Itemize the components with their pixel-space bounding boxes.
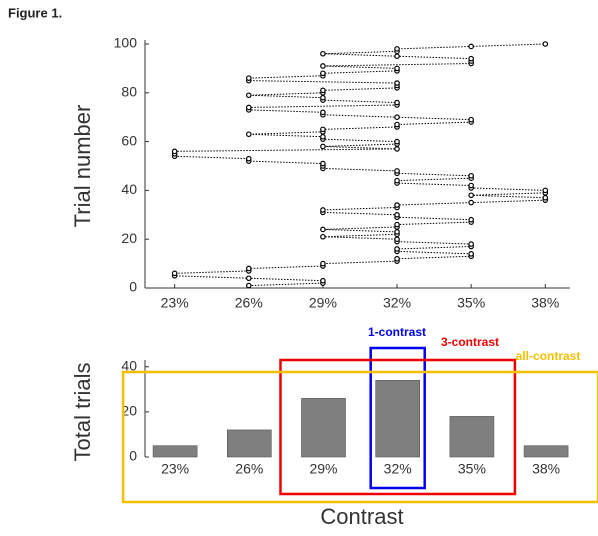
trial-point: [245, 104, 252, 111]
trial-point: [394, 168, 400, 174]
trial-point: [394, 138, 400, 145]
trial-point: [394, 229, 400, 235]
trial-point: [542, 194, 549, 201]
bar: [152, 445, 198, 458]
trial-point: [468, 192, 474, 199]
trial-point: [245, 282, 252, 289]
bar: [375, 380, 421, 458]
y-tick-label: 100: [114, 35, 138, 51]
trial-point: [320, 63, 326, 69]
trial-point: [394, 221, 400, 228]
x-tick-label: 29%: [309, 295, 337, 311]
trial-point: [245, 155, 252, 162]
trial-point: [320, 109, 326, 116]
trial-point: [245, 265, 252, 272]
y-tick-label: 20: [121, 230, 137, 246]
trial-point: [171, 270, 178, 277]
trial-point: [468, 216, 474, 223]
trial-point: [394, 177, 400, 184]
x-tick-label: 35%: [458, 461, 486, 477]
trial-point: [394, 146, 400, 152]
group-label: 1-contrast: [368, 325, 426, 339]
trial-point: [468, 251, 474, 257]
bar: [523, 445, 569, 458]
trial-point: [245, 275, 252, 282]
x-tick-label: 29%: [309, 461, 337, 477]
trial-point: [171, 148, 178, 155]
x-tick-label: 35%: [457, 295, 485, 311]
bar: [227, 429, 272, 458]
y-tick-label: 40: [121, 357, 137, 373]
trial-point: [542, 187, 549, 194]
trial-point: [394, 121, 400, 128]
group-label: all-contrast: [516, 349, 581, 363]
x-axis-label: Contrast: [320, 504, 403, 529]
trial-line: [174, 43, 546, 287]
trial-point: [394, 255, 400, 262]
trial-point: [394, 246, 400, 252]
trial-point: [394, 236, 400, 243]
group-box: [369, 346, 426, 490]
trial-point: [320, 260, 326, 267]
y-tick-label: 60: [121, 132, 137, 148]
trial-point: [320, 233, 326, 240]
trial-point: [468, 182, 474, 189]
trial-point: [468, 116, 474, 123]
trial-point: [320, 94, 326, 101]
trial-point: [468, 241, 474, 247]
trial-point: [394, 202, 400, 208]
trial-point: [320, 160, 326, 167]
y-tick-label: 0: [129, 448, 137, 464]
x-tick-label: 26%: [235, 295, 263, 311]
group-label: 3-contrast: [441, 335, 499, 349]
trial-point: [542, 41, 549, 47]
trial-point: [245, 75, 252, 81]
trial-point: [245, 131, 252, 138]
trial-point: [468, 199, 474, 206]
x-tick-label: 32%: [384, 461, 412, 477]
y-axis-label: Total trials: [70, 362, 95, 461]
y-tick-label: 0: [129, 279, 137, 295]
trial-point: [394, 80, 400, 86]
bar: [301, 398, 346, 458]
trial-point: [468, 172, 474, 179]
x-tick-label: 26%: [235, 461, 263, 477]
trial-point: [394, 53, 400, 60]
x-tick-label: 32%: [383, 295, 411, 311]
x-tick-label: 23%: [161, 295, 189, 311]
y-tick-label: 80: [121, 84, 137, 100]
group-box: [121, 370, 598, 504]
trial-point: [320, 277, 326, 284]
trial-point: [468, 43, 474, 50]
x-tick-label: 38%: [532, 461, 560, 477]
trial-point: [394, 212, 400, 218]
trial-point: [320, 143, 326, 150]
trial-point: [468, 55, 474, 62]
trial-point: [320, 70, 326, 77]
bar: [449, 416, 495, 458]
trial-point: [320, 226, 326, 233]
y-tick-label: 20: [121, 403, 137, 419]
trial-point: [245, 92, 252, 99]
trial-point: [394, 99, 400, 106]
group-box: [279, 358, 517, 496]
y-tick-label: 40: [121, 181, 137, 197]
trial-point: [320, 50, 326, 57]
trial-point: [320, 126, 326, 133]
figure-label: Figure 1.: [8, 5, 62, 20]
x-tick-label: 23%: [161, 461, 189, 477]
trial-point: [394, 46, 400, 52]
x-tick-label: 38%: [531, 295, 559, 311]
trial-point: [320, 87, 326, 94]
trial-point: [394, 65, 400, 72]
y-axis-label: Trial number: [70, 105, 95, 228]
trial-point: [394, 114, 400, 121]
trial-point: [320, 133, 326, 140]
trial-point: [320, 207, 326, 213]
